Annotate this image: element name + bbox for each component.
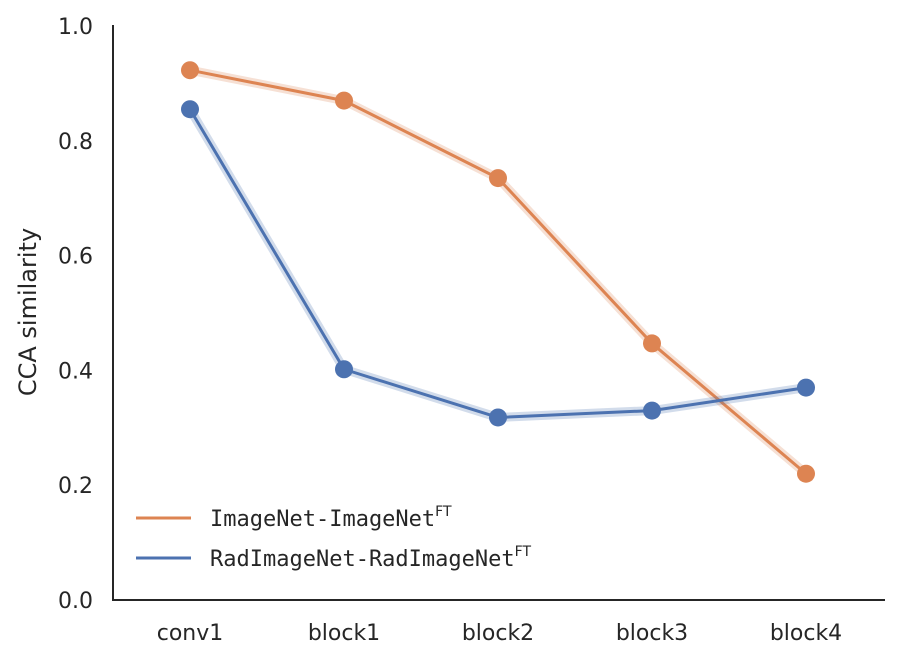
x-tick-label: block1 [308,621,380,646]
data-point [797,378,815,397]
y-tick-label: 1.0 [58,15,93,40]
y-ticks: 0.0 0.2 0.4 0.6 0.8 1.0 [58,15,93,614]
series-radimagenet-radimagenet [181,100,815,427]
x-tick-label: block4 [770,621,842,646]
series-imagenet-imagenet [181,61,815,483]
y-tick-label: 0.2 [58,474,93,499]
data-point [797,464,815,483]
legend-superscript: FT [435,504,452,520]
series-layer [181,61,815,483]
data-point [335,360,353,379]
data-point [643,334,661,353]
data-point [181,61,199,80]
data-point [489,169,507,188]
axes [112,25,885,601]
x-tick-label: block2 [462,621,534,646]
series-line [188,108,807,419]
y-tick-label: 0.4 [58,359,93,384]
x-tick-label: conv1 [157,621,224,646]
legend-superscript: FT [515,544,532,560]
y-tick-label: 0.6 [58,245,93,270]
data-point [643,401,661,420]
data-point [489,408,507,427]
data-point [181,100,199,119]
y-tick-label: 0.0 [58,589,93,614]
data-point [335,91,353,110]
x-tick-label: block3 [616,621,688,646]
y-axis-label: CCA similarity [14,228,42,396]
legend-label: RadImageNet-RadImageNetFT [210,544,531,572]
x-ticks: conv1 block1 block2 block3 block4 [157,621,842,646]
y-tick-label: 0.8 [58,130,93,155]
legend: ImageNet-ImageNetFT RadImageNet-RadImageN… [136,504,531,572]
legend-label: ImageNet-ImageNetFT [210,504,452,532]
